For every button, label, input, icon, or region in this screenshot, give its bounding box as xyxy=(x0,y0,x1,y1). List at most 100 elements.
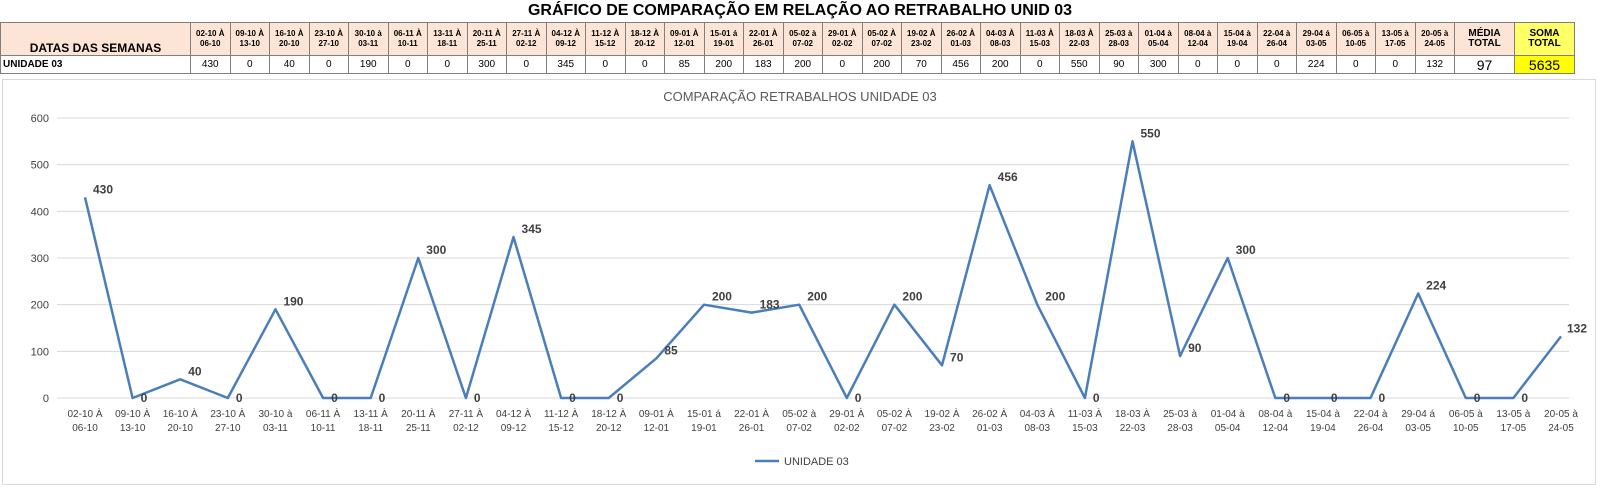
week-value-cell[interactable]: 200 xyxy=(980,55,1021,74)
week-header-cell[interactable]: 09-01 À 12-01 xyxy=(664,22,705,56)
sum-total-value[interactable]: 5635 xyxy=(1514,55,1575,74)
y-tick-label: 200 xyxy=(31,300,49,312)
week-value-cell[interactable]: 0 xyxy=(427,55,468,74)
week-value-cell[interactable]: 345 xyxy=(545,55,586,74)
week-header-cell[interactable]: 08-04 à 12-04 xyxy=(1177,22,1218,56)
y-tick-label: 500 xyxy=(31,160,49,172)
x-tick-label: 18-12 À 20-12 xyxy=(591,407,626,434)
week-header-cell[interactable]: 09-10 À 13-10 xyxy=(229,22,270,56)
y-tick-label: 300 xyxy=(31,253,49,265)
week-header-cell[interactable]: 15-04 à 19-04 xyxy=(1217,22,1258,56)
chart-title: COMPARAÇÃO RETRABALHOS UNIDADE 03 xyxy=(663,89,937,104)
week-header-cell[interactable]: 20-11 À 25-11 xyxy=(466,22,507,56)
row-label-cell[interactable]: UNIDADE 03 xyxy=(0,55,191,74)
week-header-cell[interactable]: 04-03 À 08-03 xyxy=(980,22,1021,56)
data-label: 0 xyxy=(141,391,148,405)
week-value-cell[interactable]: 0 xyxy=(1375,55,1416,74)
week-value-cell[interactable]: 0 xyxy=(624,55,665,74)
week-header-cell[interactable]: 20-05 à 24-05 xyxy=(1414,22,1455,56)
x-tick-label: 04-12 À 09-12 xyxy=(496,407,531,434)
week-value-cell[interactable]: 0 xyxy=(387,55,428,74)
week-value-cell[interactable]: 190 xyxy=(348,55,389,74)
week-header-cell[interactable]: 06-11 À 10-11 xyxy=(387,22,428,56)
chart-area[interactable]: COMPARAÇÃO RETRABALHOS UNIDADE 03 0 100 200… xyxy=(2,79,1596,485)
week-header-cell[interactable]: 22-01 À 26-01 xyxy=(743,22,784,56)
week-value-cell[interactable]: 85 xyxy=(664,55,705,74)
week-value-cell[interactable]: 132 xyxy=(1414,55,1455,74)
week-value-cell[interactable]: 456 xyxy=(940,55,981,74)
week-header-cell[interactable]: 26-02 À 01-03 xyxy=(940,22,981,56)
x-tick-label: 06-11 À 10-11 xyxy=(306,407,341,434)
sheet-title: GRÁFICO DE COMPARAÇÃO EM RELAÇÃO AO RETR… xyxy=(527,2,1072,19)
data-label: 200 xyxy=(902,290,922,304)
week-value-cell[interactable]: 0 xyxy=(229,55,270,74)
week-header-cell[interactable]: 05-02 À 07-02 xyxy=(861,22,902,56)
week-value-cell[interactable]: 183 xyxy=(743,55,784,74)
week-header-cell[interactable]: 13-05 à 17-05 xyxy=(1375,22,1416,56)
week-header-cell[interactable]: 27-11 À 02-12 xyxy=(506,22,547,56)
week-value-cell[interactable]: 40 xyxy=(269,55,310,74)
week-header-cell[interactable]: 23-10 À 27-10 xyxy=(308,22,349,56)
data-label: 132 xyxy=(1567,321,1587,335)
week-value-cell[interactable]: 200 xyxy=(703,55,744,74)
x-tick-label: 15-01 á 19-01 xyxy=(687,409,721,434)
data-label: 0 xyxy=(1093,391,1100,405)
week-header-cell[interactable]: 22-04 à 26-04 xyxy=(1256,22,1297,56)
week-header-cell[interactable]: 30-10 à 03-11 xyxy=(348,22,389,56)
week-header-cell[interactable]: 18-03 À 22-03 xyxy=(1059,22,1100,56)
week-header-cell[interactable]: 01-04 à 05-04 xyxy=(1138,22,1179,56)
x-tick-label: 27-11 À 02-12 xyxy=(449,407,484,434)
week-header-cell[interactable]: 05-02 à 07-02 xyxy=(782,22,823,56)
week-value-cell[interactable]: 0 xyxy=(1177,55,1218,74)
week-header-cell[interactable]: 29-04 á 03-05 xyxy=(1296,22,1337,56)
mean-total-value[interactable]: 97 xyxy=(1454,55,1515,74)
week-value-cell[interactable]: 0 xyxy=(822,55,863,74)
week-value-cell[interactable]: 0 xyxy=(506,55,547,74)
sum-total-header[interactable]: SOMA TOTAL xyxy=(1514,22,1575,56)
week-value-cell[interactable]: 0 xyxy=(1335,55,1376,74)
week-header-cell[interactable]: 29-01 À 02-02 xyxy=(822,22,863,56)
x-tick-label: 29-04 á 03-05 xyxy=(1401,409,1435,434)
x-tick-label: 06-05 à 10-05 xyxy=(1449,409,1483,434)
week-value-cell[interactable]: 224 xyxy=(1296,55,1337,74)
x-tick-label: 05-02 À 07-02 xyxy=(877,407,912,434)
week-header-cell[interactable]: 25-03 à 28-03 xyxy=(1098,22,1139,56)
week-header-cell[interactable]: 06-05 à 10-05 xyxy=(1335,22,1376,56)
data-label: 345 xyxy=(522,222,542,236)
data-label: 90 xyxy=(1188,341,1202,355)
x-tick-label: 22-01 À 26-01 xyxy=(734,407,769,434)
data-label: 0 xyxy=(569,391,576,405)
week-header-cell[interactable]: 19-02 À 23-02 xyxy=(901,22,942,56)
week-value-cell[interactable]: 90 xyxy=(1098,55,1139,74)
week-value-cell[interactable]: 200 xyxy=(861,55,902,74)
x-tick-label: 09-01 À 12-01 xyxy=(639,407,674,434)
week-value-cell[interactable]: 300 xyxy=(1138,55,1179,74)
week-header-cell[interactable]: 11-12 À 15-12 xyxy=(585,22,626,56)
week-value-cell[interactable]: 200 xyxy=(782,55,823,74)
week-header-cell[interactable]: 18-12 À 20-12 xyxy=(624,22,665,56)
x-tick-label: 26-02 À 01-03 xyxy=(972,407,1007,434)
week-header-cell[interactable]: 11-03 À 15-03 xyxy=(1019,22,1060,56)
x-tick-label: 11-03 À 15-03 xyxy=(1068,407,1103,434)
week-value-cell[interactable]: 430 xyxy=(190,55,231,74)
mean-total-header[interactable]: MÉDIA TOTAL xyxy=(1454,22,1515,56)
week-value-cell[interactable]: 0 xyxy=(1019,55,1060,74)
week-header-cell[interactable]: 04-12 À 09-12 xyxy=(545,22,586,56)
x-tick-label: 09-10 À 13-10 xyxy=(115,407,150,434)
week-header-cell[interactable]: 13-11 À 18-11 xyxy=(427,22,468,56)
week-value-cell[interactable]: 0 xyxy=(585,55,626,74)
week-value-cell[interactable]: 300 xyxy=(466,55,507,74)
week-value-cell[interactable]: 0 xyxy=(1217,55,1258,74)
header-label-cell[interactable]: DATAS DAS SEMANAS xyxy=(0,22,191,56)
week-header-cell[interactable]: 02-10 À 06-10 xyxy=(190,22,231,56)
week-value-cell[interactable]: 0 xyxy=(1256,55,1297,74)
week-header-cell[interactable]: 15-01 á 19-01 xyxy=(703,22,744,56)
week-value-cell[interactable]: 0 xyxy=(308,55,349,74)
week-value-cell[interactable]: 70 xyxy=(901,55,942,74)
x-tick-label: 15-04 à 19-04 xyxy=(1306,409,1340,434)
data-label: 0 xyxy=(1379,391,1386,405)
series-line xyxy=(83,140,1562,400)
y-tick-label: 100 xyxy=(31,346,49,358)
week-value-cell[interactable]: 550 xyxy=(1059,55,1100,74)
week-header-cell[interactable]: 16-10 À 20-10 xyxy=(269,22,310,56)
